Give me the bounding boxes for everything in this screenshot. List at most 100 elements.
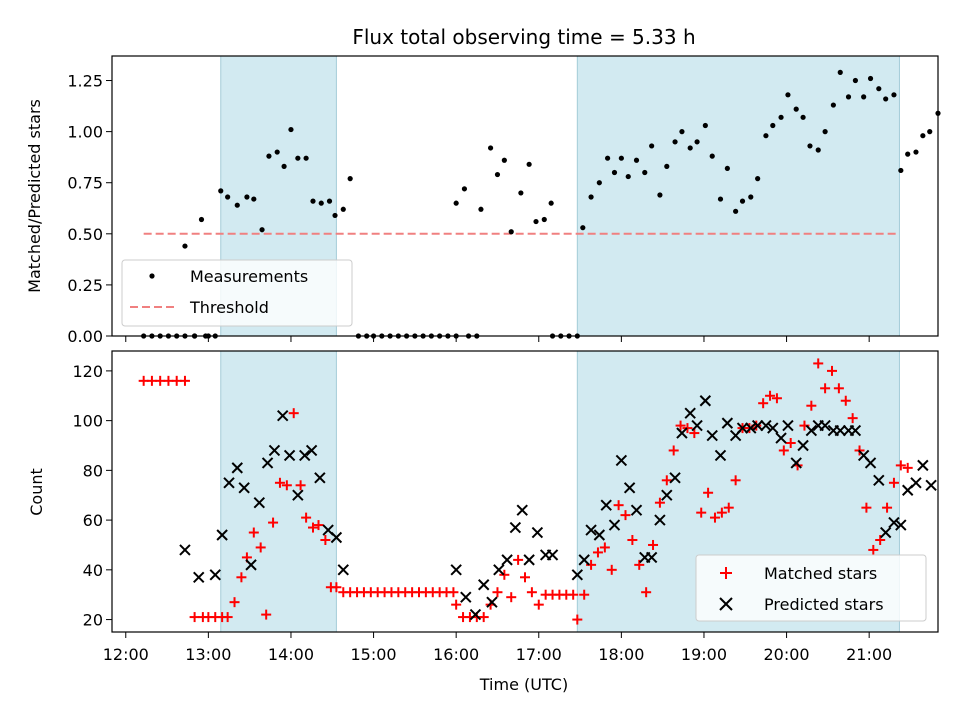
measurement-point [508, 229, 514, 235]
matched-star-point [620, 510, 631, 521]
measurement-point [541, 216, 547, 223]
measurement-point [793, 106, 799, 112]
predicted-star-mark-b [268, 444, 281, 457]
measurement-point [461, 186, 468, 192]
predicted-star-mark-b [879, 526, 892, 539]
predicted-star-point [623, 482, 636, 494]
predicted-star-point [593, 529, 606, 541]
measurement-point [694, 139, 700, 145]
predicted-star-mark-b [925, 479, 937, 491]
measurement-point [518, 190, 524, 196]
matched-star-point [320, 534, 331, 545]
predicted-star-point [486, 596, 498, 608]
legend-threshold-label: Threshold [189, 298, 269, 317]
predicted-star-point [910, 477, 922, 489]
matched-star-point [668, 445, 679, 456]
measurement-point [739, 198, 746, 204]
predicted-star-point [585, 524, 597, 536]
predicted-star-mark-b [691, 419, 703, 432]
matched-star-point [895, 460, 906, 471]
predicted-star-point [460, 591, 472, 603]
measurement-point [218, 188, 224, 194]
predicted-star-point [797, 439, 809, 452]
matched-star-point [236, 572, 247, 583]
predicted-star-mark-b [760, 419, 772, 432]
predicted-star-point [516, 504, 528, 516]
matched-star-point [868, 544, 879, 555]
predicted-star-point [691, 419, 703, 432]
predicted-star-mark-b [834, 424, 846, 437]
matched-star-point [758, 398, 769, 409]
matched-star-point [451, 599, 462, 610]
matched-star-point [288, 408, 299, 419]
bottom-xlabel: Time (UTC) [479, 675, 568, 694]
predicted-star-point [745, 422, 757, 434]
measurement-point [883, 96, 889, 102]
measurement-point [724, 165, 730, 172]
measurement-point [633, 157, 640, 163]
predicted-star-mark-b [283, 449, 296, 462]
predicted-star-point [330, 531, 343, 544]
predicted-star-point [600, 499, 612, 511]
predicted-star-point [925, 479, 937, 491]
legend-predicted-label: Predicted stars [764, 595, 884, 614]
predicted-star-mark-b [895, 519, 907, 531]
predicted-star-point [523, 554, 535, 566]
top-legend-box [121, 259, 353, 327]
predicted-star-point [216, 529, 228, 541]
predicted-star-mark-b [516, 504, 528, 516]
measurement-point [225, 194, 231, 200]
measurement-point [657, 192, 663, 198]
predicted-star-point [509, 521, 522, 534]
y-tick-label: 20 [83, 611, 103, 630]
measurement-point [891, 92, 897, 98]
measurement-point [596, 180, 602, 186]
predicted-star-point [283, 449, 296, 462]
matched-star-point [723, 502, 734, 513]
measurement-point [347, 176, 353, 182]
measurement-point [867, 75, 874, 82]
predicted-star-point [751, 419, 764, 432]
matched-star-point [778, 445, 789, 456]
y-tick-label: 0.00 [67, 327, 103, 346]
measurement-point [800, 114, 806, 120]
measurement-point [755, 176, 761, 182]
predicted-star-point [873, 474, 885, 487]
matched-star-point [840, 395, 851, 406]
measurement-point [494, 171, 501, 178]
predicted-star-mark-b [767, 422, 779, 434]
predicted-star-mark-b [460, 591, 472, 603]
measurement-point [295, 155, 301, 161]
predicted-star-point [736, 422, 749, 434]
measurement-point [717, 196, 724, 202]
matched-star-point [478, 612, 489, 623]
predicted-star-mark-b [450, 564, 462, 576]
matched-star-point [847, 413, 858, 424]
predicted-star-point [314, 472, 326, 484]
predicted-star-mark-b [751, 419, 764, 432]
measurement-point [876, 86, 882, 92]
matched-star-point [307, 522, 318, 533]
predicted-star-point [578, 554, 590, 566]
y-tick-label: 0.75 [67, 174, 103, 193]
predicted-star-point [654, 514, 666, 526]
predicted-star-point [261, 457, 274, 469]
x-tick-label: 14:00 [268, 645, 314, 664]
chart-title: Flux total observing time = 5.33 h [352, 25, 695, 49]
measurement-point [649, 143, 655, 149]
measurement-point [664, 163, 670, 169]
measurement-point [905, 151, 911, 157]
predicted-star-mark-b [179, 544, 191, 556]
predicted-star-mark-b [493, 564, 505, 576]
matched-star-point [499, 569, 510, 580]
matched-star-point [568, 589, 579, 600]
measurement-point [288, 126, 294, 133]
predicted-star-point [450, 564, 462, 576]
y-tick-label: 0.25 [67, 276, 103, 295]
predicted-star-mark-b [600, 499, 612, 511]
matched-star-point [627, 534, 638, 545]
predicted-star-point [531, 526, 544, 539]
measurement-point [763, 133, 769, 139]
predicted-star-mark-b [546, 549, 559, 561]
predicted-star-mark-b [775, 432, 787, 444]
